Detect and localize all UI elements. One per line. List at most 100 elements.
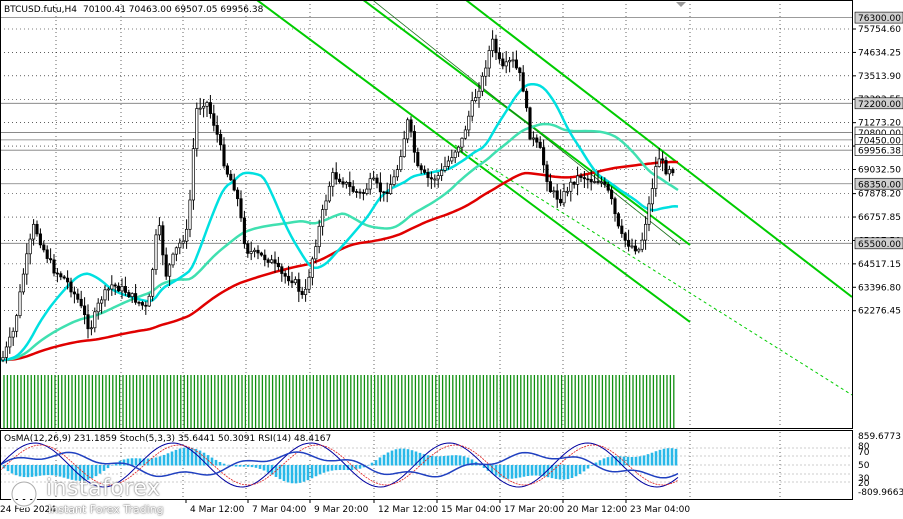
candle-body: [640, 239, 644, 250]
candle-body: [191, 148, 195, 201]
candle-body: [232, 179, 236, 191]
candle-body: [120, 286, 124, 292]
candle-body: [32, 223, 36, 240]
candle-body: [55, 272, 59, 275]
candle-body: [263, 254, 267, 261]
osma-bar: [290, 465, 294, 484]
candle-body: [15, 315, 19, 332]
candle-body: [45, 249, 49, 259]
osma-bar: [478, 464, 482, 466]
candle-body: [572, 181, 576, 185]
candle-body: [647, 203, 651, 225]
candle-body: [334, 172, 338, 180]
osma-bar: [26, 465, 30, 478]
osc-tick-label: -809.9663: [858, 488, 903, 498]
osma-bar: [218, 462, 222, 466]
candle-body: [59, 273, 63, 278]
candle-body: [134, 293, 138, 303]
level-label: 70800.00: [858, 129, 901, 139]
osma-bar: [618, 456, 622, 466]
osma-bar: [558, 465, 562, 480]
candle-body: [25, 253, 29, 275]
osma-bar: [522, 465, 526, 477]
candle-body: [535, 137, 539, 143]
osma-bar: [298, 465, 302, 483]
candle-body: [627, 239, 631, 247]
osma-bar: [534, 465, 538, 476]
candle-body: [460, 137, 464, 148]
osma-bar: [202, 452, 206, 466]
osma-bar: [594, 462, 598, 466]
candle-body: [106, 288, 110, 291]
osma-bar: [14, 465, 18, 476]
osma-bar: [190, 447, 194, 466]
candle-body: [630, 245, 634, 248]
candle-body: [406, 119, 410, 140]
osc-tick-label: 859.6773: [858, 432, 901, 442]
osma-bar: [10, 465, 14, 474]
osma-bar: [402, 448, 406, 466]
candle-body: [654, 166, 658, 189]
osma-bar: [438, 456, 442, 466]
osma-bar: [482, 465, 486, 468]
y-tick-label: 69032.50: [858, 165, 901, 175]
candle-body: [62, 276, 66, 279]
candle-body: [565, 190, 569, 193]
level-label-box: [854, 237, 903, 250]
indicator-legend: OsMA(12,26,9) 231.1859 Stoch(5,3,3) 35.6…: [4, 434, 331, 444]
y-tick-label: 63396.80: [858, 283, 901, 293]
candle-body: [661, 158, 665, 161]
candle-body: [358, 191, 362, 194]
candle-body: [650, 188, 654, 205]
y-tick-label: 66757.85: [858, 213, 901, 223]
candle-body: [484, 67, 488, 77]
osma-bar: [502, 465, 506, 479]
ma-teal-line: [0, 122, 679, 362]
candle-body: [246, 243, 250, 254]
candle-body: [185, 228, 189, 242]
candle-body: [69, 281, 73, 293]
candle-body: [633, 245, 637, 252]
osma-bar: [274, 465, 278, 477]
candle-body: [576, 175, 580, 185]
candle-body: [542, 147, 546, 166]
candle-body: [208, 102, 212, 114]
y-tick-label: 73513.90: [858, 72, 901, 82]
scroll-marker-icon[interactable]: [676, 2, 686, 7]
chart-header: BTCUSD.futu,H4 70100.41 70463.00 69507.05…: [4, 5, 264, 15]
moving-averages: [0, 83, 679, 362]
candle-body: [491, 38, 495, 51]
osma-bar: [330, 465, 334, 471]
ma-red-line: [0, 160, 679, 362]
level-label: 69956.38: [858, 147, 901, 157]
osma-bar: [130, 458, 134, 466]
candle-body: [671, 169, 675, 174]
candle-body: [385, 191, 389, 194]
osma-bar: [126, 458, 130, 466]
instaforex-logo: instaforex Instant Forex Trading: [4, 474, 184, 518]
candle-body: [28, 238, 32, 255]
candle-body: [127, 292, 131, 297]
candle-body: [317, 225, 321, 247]
candle-body: [606, 184, 610, 191]
candle-body: [151, 269, 155, 297]
candle-body: [239, 198, 243, 219]
osma-bar: [22, 465, 26, 478]
osma-bar: [170, 451, 174, 466]
osma-bar: [370, 462, 374, 466]
candle-body: [249, 251, 253, 254]
osc-tick-label: 30: [858, 474, 870, 484]
osma-bar: [182, 447, 186, 466]
osma-bar: [334, 465, 338, 471]
candle-body: [215, 125, 219, 135]
candle-body: [229, 173, 233, 181]
candle-body: [375, 177, 379, 184]
candle-body: [100, 299, 104, 304]
osma-bar: [318, 465, 322, 475]
osma-bar: [518, 465, 522, 478]
osma-bar: [138, 458, 142, 466]
candle-body: [436, 175, 440, 180]
osma-bar: [454, 455, 458, 466]
candle-body: [538, 141, 542, 148]
